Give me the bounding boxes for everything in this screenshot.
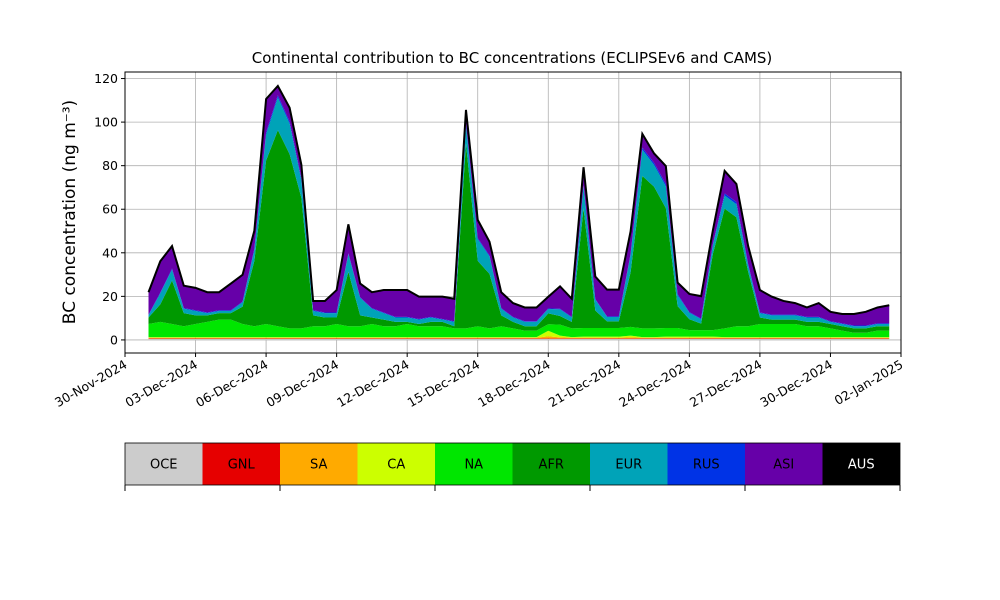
area-asi xyxy=(148,86,890,326)
x-tick-label: 21-Dec-2024 xyxy=(546,357,624,410)
stacked-areas xyxy=(148,85,890,340)
legend-swatch-asi xyxy=(745,443,823,485)
legend-swatch-eur xyxy=(590,443,668,485)
y-tick-label: 120 xyxy=(94,71,118,86)
legend-swatch-oce xyxy=(125,443,203,485)
x-tick-label: 18-Dec-2024 xyxy=(475,357,553,410)
x-tick-label: 27-Dec-2024 xyxy=(687,357,765,410)
y-tick-label: 80 xyxy=(102,158,118,173)
x-tick-label: 12-Dec-2024 xyxy=(334,357,412,410)
y-axis-ticks: 0 20 40 60 80 100 120 xyxy=(94,71,125,347)
plot-frame xyxy=(124,71,902,354)
legend-label: AFR xyxy=(539,458,564,473)
x-tick-label: 02-Jan-2025 xyxy=(832,357,906,408)
y-tick-label: 100 xyxy=(94,115,118,130)
x-tick-label: 30-Nov-2024 xyxy=(52,357,130,410)
area-sa xyxy=(148,336,890,339)
legend-frame xyxy=(124,442,901,486)
total-outline xyxy=(147,84,890,316)
legend-swatch-ca xyxy=(357,443,435,485)
chart-title: Continental contribution to BC concentra… xyxy=(252,49,773,67)
legend-swatch-rus xyxy=(667,443,745,485)
x-tick-label: 30-Dec-2024 xyxy=(757,357,835,410)
area-na xyxy=(148,319,890,338)
legend-label: OCE xyxy=(150,458,178,473)
legend-swatch-sa xyxy=(280,443,358,485)
x-axis-ticks: 30-Nov-202403-Dec-202406-Dec-202409-Dec-… xyxy=(52,353,906,410)
legend-label: AUS xyxy=(848,458,875,473)
legend-swatch-aus xyxy=(822,443,900,485)
y-tick-label: 40 xyxy=(102,245,118,260)
x-tick-label: 24-Dec-2024 xyxy=(616,357,694,410)
x-tick-label: 09-Dec-2024 xyxy=(264,357,342,410)
x-tick-label: 06-Dec-2024 xyxy=(193,357,271,410)
legend-label: RUS xyxy=(693,458,720,473)
legend-swatch-gnl xyxy=(202,443,280,485)
legend-label: EUR xyxy=(615,458,642,473)
legend-label: NA xyxy=(464,458,483,473)
legend-label: ASI xyxy=(773,458,794,473)
y-tick-label: 0 xyxy=(110,332,118,347)
area-oce xyxy=(148,338,890,340)
legend-label: SA xyxy=(310,458,327,473)
legend-label: GNL xyxy=(228,458,256,473)
legend-swatch-na xyxy=(435,443,513,485)
y-tick-label: 20 xyxy=(102,289,118,304)
area-afr xyxy=(148,130,890,333)
legend-label: CA xyxy=(387,458,405,473)
y-axis-label: BC concentration (ng m⁻³) xyxy=(60,100,80,324)
legend-swatch-afr xyxy=(512,443,590,485)
legend-colorbar: OCE GNL SA CA NA AFR EUR RUS ASI AUS xyxy=(124,442,901,491)
x-tick-label: 15-Dec-2024 xyxy=(405,357,483,410)
y-tick-label: 60 xyxy=(102,202,118,217)
x-tick-label: 03-Dec-2024 xyxy=(122,357,200,410)
